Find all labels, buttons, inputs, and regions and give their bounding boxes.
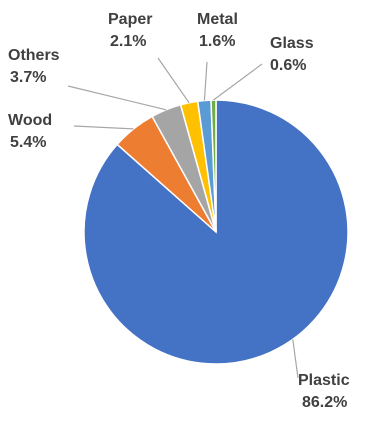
slice-value-label: 86.2% bbox=[302, 394, 347, 411]
leader-line-metal bbox=[203, 61, 208, 101]
slice-label-paper: Paper 2.1% bbox=[108, 11, 152, 50]
slice-label-others: Others 3.7% bbox=[8, 47, 60, 86]
slice-value-label: 3.7% bbox=[10, 69, 46, 86]
leader-line-paper bbox=[157, 57, 190, 104]
slice-label-wood: Wood 5.4% bbox=[8, 112, 52, 151]
pie-slice-glass bbox=[210, 99, 217, 233]
slice-labels: Plastic 86.2% Wood 5.4% Others 3.7% Paper 2.1% M… bbox=[8, 11, 350, 411]
slice-label-plastic: Plastic 86.2% bbox=[298, 372, 350, 411]
leader-line-others bbox=[67, 85, 167, 111]
slice-category-label: Metal bbox=[197, 11, 238, 28]
slice-label-metal: Metal 1.6% bbox=[197, 11, 238, 50]
slice-category-label: Wood bbox=[8, 112, 52, 129]
slice-category-label: Others bbox=[8, 47, 60, 64]
pie-slice-plastic bbox=[83, 99, 349, 365]
leader-line-plastic bbox=[292, 339, 299, 379]
slice-category-label: Glass bbox=[270, 35, 314, 52]
slice-label-glass: Glass 0.6% bbox=[270, 35, 314, 74]
leader-line-wood bbox=[73, 125, 134, 130]
leader-line-glass bbox=[213, 63, 263, 101]
slice-value-label: 2.1% bbox=[110, 33, 146, 50]
leader-lines bbox=[67, 57, 299, 379]
slice-value-label: 0.6% bbox=[270, 57, 306, 74]
slice-category-label: Plastic bbox=[298, 372, 350, 389]
pie-slices bbox=[83, 99, 349, 365]
slice-value-label: 5.4% bbox=[10, 134, 46, 151]
slice-value-label: 1.6% bbox=[199, 33, 235, 50]
slice-category-label: Paper bbox=[108, 11, 152, 28]
